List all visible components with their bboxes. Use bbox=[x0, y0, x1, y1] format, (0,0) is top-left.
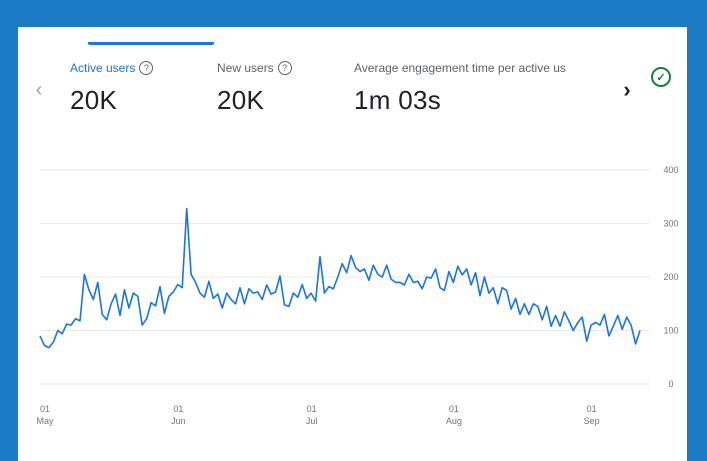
x-tick-month: Jul bbox=[306, 416, 318, 426]
check-circle-icon[interactable]: ✓ bbox=[651, 67, 671, 87]
x-tick-day: 01 bbox=[173, 404, 183, 414]
chart-points bbox=[39, 208, 641, 348]
metric-label: Active users bbox=[70, 61, 136, 75]
metric-label: Average engagement time per active us bbox=[354, 61, 566, 75]
y-tick-label: 100 bbox=[663, 326, 678, 336]
y-tick-label: 200 bbox=[663, 272, 678, 282]
y-tick-label: 300 bbox=[663, 219, 678, 229]
help-icon[interactable]: ? bbox=[277, 61, 292, 75]
analytics-card: ‹ Active users ? 20K New users ? 20K Ave… bbox=[18, 27, 687, 461]
y-tick-label: 400 bbox=[663, 165, 678, 175]
line-chart: 400 300 200 100 0 01 May 01 Jun 01 Jul 01 Aug 01 Sep bbox=[36, 165, 678, 426]
x-tick-month: May bbox=[36, 416, 54, 426]
x-tick-month: Jun bbox=[171, 416, 186, 426]
chart-grid bbox=[40, 169, 650, 385]
y-tick-label: 0 bbox=[668, 379, 673, 389]
metric-label: New users bbox=[217, 61, 274, 75]
metric-tab-new-users[interactable]: New users ? 20K bbox=[217, 61, 292, 116]
x-tick-day: 01 bbox=[587, 404, 597, 414]
x-tick-day: 01 bbox=[307, 404, 317, 414]
chevron-right-icon[interactable]: › bbox=[623, 77, 631, 102]
chart-series-line bbox=[39, 207, 641, 349]
x-tick-month: Aug bbox=[446, 416, 462, 426]
active-tab-indicator bbox=[88, 42, 214, 45]
x-tick-day: 01 bbox=[40, 404, 50, 414]
x-tick-day: 01 bbox=[449, 404, 459, 414]
help-icon[interactable]: ? bbox=[139, 61, 154, 75]
metric-value: 1m 03s bbox=[354, 85, 442, 115]
metric-value: 20K bbox=[70, 85, 118, 115]
x-axis-ticks: 01 May 01 Jun 01 Jul 01 Aug 01 Sep bbox=[36, 404, 599, 426]
chevron-left-icon[interactable]: ‹ bbox=[35, 78, 43, 101]
y-axis-ticks: 400 300 200 100 0 bbox=[663, 165, 678, 389]
metric-tab-avg-engagement[interactable]: Average engagement time per active us 1m… bbox=[354, 61, 616, 116]
x-tick-month: Sep bbox=[584, 416, 600, 426]
metric-value: 20K bbox=[217, 85, 265, 115]
metric-tab-active-users[interactable]: Active users ? 20K bbox=[70, 61, 154, 116]
